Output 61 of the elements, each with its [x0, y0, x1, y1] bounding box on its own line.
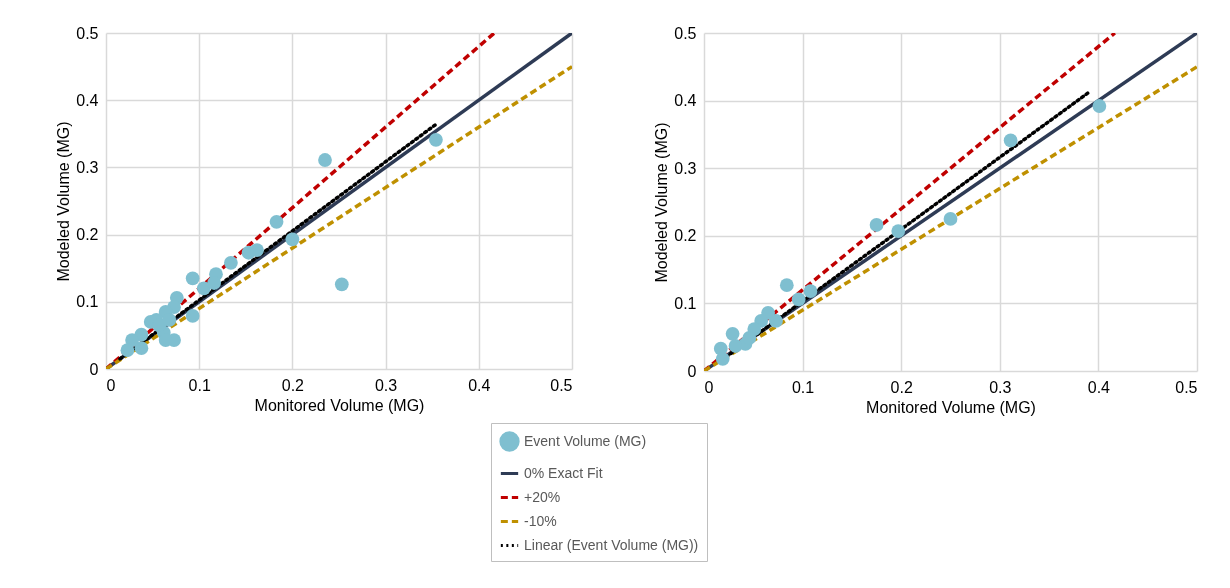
x-tick-label: 0: [704, 378, 714, 396]
x-tick-label: 0.2: [890, 378, 913, 396]
point: [803, 284, 818, 299]
point: [196, 281, 211, 296]
point: [269, 214, 284, 229]
point: [224, 255, 238, 270]
point: [869, 218, 884, 232]
x-tick-label: 0.5: [550, 376, 573, 394]
point: [715, 351, 730, 366]
point: [125, 333, 139, 347]
legend-label: +20%: [524, 488, 561, 505]
y-axis-title: Modeled Volume (MG): [55, 121, 73, 282]
y-tick-label: 0.3: [76, 158, 99, 176]
x-axis-title: Monitored Volume (MG): [254, 396, 425, 414]
point: [318, 153, 332, 167]
x-tick-label: 0.1: [791, 378, 815, 396]
x-axis-title: Monitored Volume (MG): [866, 398, 1036, 416]
y-tick-label: 0.2: [76, 226, 99, 244]
x-tick-label: 0.4: [468, 376, 491, 394]
x-tick-label: 0.1: [188, 376, 211, 394]
y-tick-label: 0.1: [76, 293, 99, 311]
point: [769, 314, 783, 328]
point: [429, 132, 443, 147]
y-tick-label: 0.4: [674, 92, 697, 110]
x-tick-label: 0.5: [1175, 378, 1198, 396]
point: [207, 276, 221, 290]
point: [162, 313, 177, 327]
point: [120, 343, 135, 358]
point: [285, 232, 300, 247]
y-tick-label: 0.5: [76, 24, 99, 42]
x-tick-label: 0.2: [281, 376, 305, 394]
point: [728, 339, 743, 353]
point: [891, 224, 906, 238]
point: [791, 292, 806, 307]
x-tick-label: 0.3: [374, 376, 398, 394]
point: [725, 326, 740, 341]
point: [185, 309, 200, 323]
x-tick-label: 0.3: [989, 378, 1012, 396]
point: [185, 271, 200, 286]
y-tick-label: 0.2: [674, 227, 697, 245]
y-tick-label: 0.5: [674, 24, 697, 42]
legend-label: Linear (Event Volume (MG)): [524, 536, 699, 553]
point: [742, 331, 757, 345]
y-tick-label: 0: [89, 360, 99, 378]
point: [1003, 133, 1018, 148]
y-tick-label: 0.1: [674, 294, 697, 312]
x-tick-label: 0.4: [1087, 378, 1111, 396]
legend-label: -10%: [524, 512, 557, 529]
point: [943, 212, 958, 226]
legend-label: Event Volume (MG): [524, 432, 647, 449]
y-tick-label: 0.4: [76, 91, 99, 109]
point: [134, 341, 149, 356]
y-tick-label: 0: [687, 362, 697, 380]
point: [779, 278, 794, 293]
x-tick-label: 0: [106, 376, 116, 394]
legend-label: 0% Exact Fit: [524, 464, 603, 481]
point: [250, 243, 264, 257]
point: [334, 277, 349, 292]
y-tick-label: 0.3: [674, 159, 697, 177]
point: [1092, 99, 1107, 113]
y-axis-title: Modeled Volume (MG): [653, 122, 671, 283]
